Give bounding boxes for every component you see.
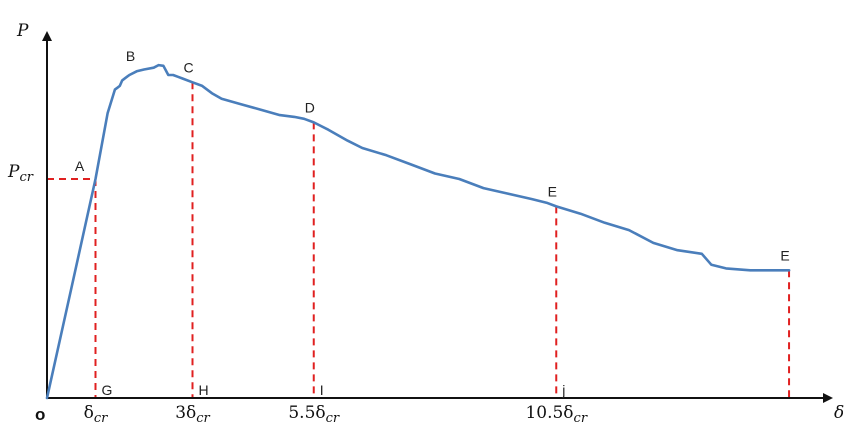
x-axis-label: δ — [834, 403, 844, 423]
x-tick-label: 10.5δcr — [525, 403, 587, 426]
point-label: A — [75, 158, 85, 174]
y-tick-label: Pcr — [7, 162, 34, 185]
axes — [42, 31, 833, 403]
point-label: D — [305, 99, 315, 115]
x-tick-label: δcr — [84, 403, 109, 426]
foot-label: j — [561, 382, 565, 398]
foot-label: H — [199, 382, 209, 398]
point-label: E — [548, 183, 557, 199]
y-axis-label: P — [16, 21, 29, 41]
point-labels: A G B C H D I Ej E — [75, 48, 790, 398]
tick-labels: δcr 3δcr 5.5δcr 10.5δcr Pcr — [7, 162, 588, 426]
x-tick-label: 3δcr — [175, 403, 210, 426]
point-label: C — [183, 59, 193, 75]
guide-lines — [47, 82, 791, 398]
x-tick-label: 5.5δcr — [288, 403, 340, 426]
foot-label: I — [320, 382, 324, 398]
series-line — [45, 63, 791, 400]
point-label: B — [126, 48, 135, 64]
origin-label: o — [35, 405, 45, 424]
foot-label: G — [102, 382, 113, 398]
point-label: E — [780, 247, 789, 263]
